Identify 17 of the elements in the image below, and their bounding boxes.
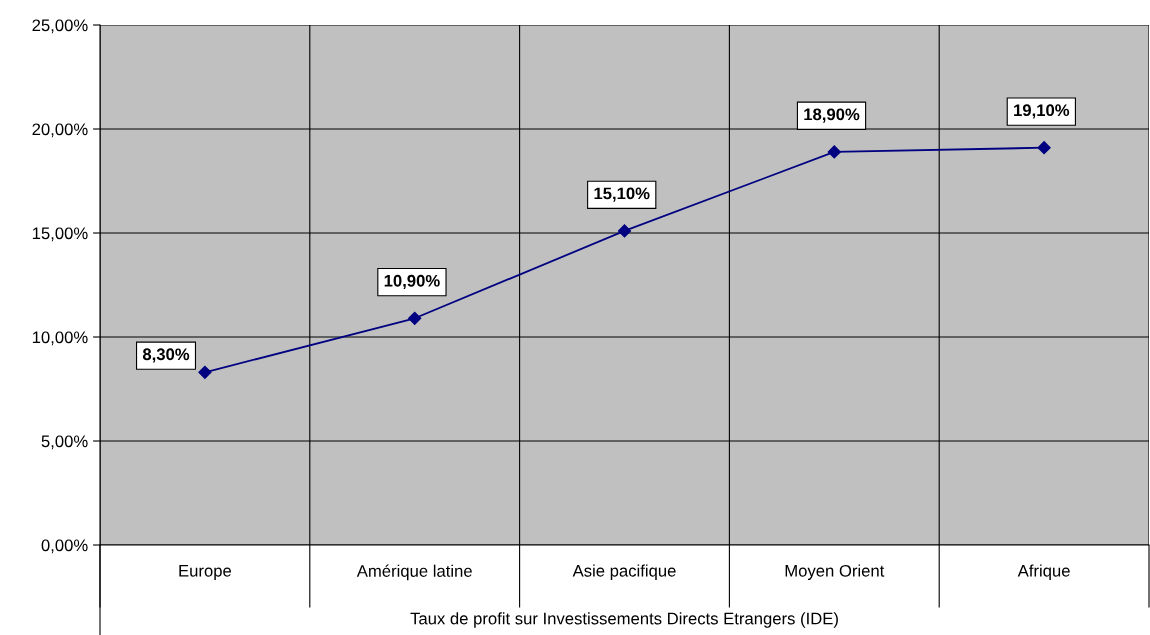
x-tick-label: Amérique latine — [356, 564, 472, 581]
x-tick-label: Europe — [179, 565, 232, 580]
data-label: 10,90% — [384, 274, 440, 290]
y-tick-label: 25,00% — [32, 19, 88, 34]
data-label: 15,10% — [594, 187, 650, 202]
y-tick-label: 10,00% — [32, 331, 88, 346]
x-axis-title: Taux de profit sur Investissements Directs Etrangers (IDE) — [410, 612, 838, 628]
y-tick-label: 15,00% — [32, 227, 88, 242]
y-tick-label: 5,00% — [41, 435, 88, 450]
data-label: 19,10% — [1014, 104, 1070, 119]
y-tick-label: 20,00% — [32, 123, 88, 138]
x-tick-label: Afrique — [1017, 564, 1070, 580]
x-tick-label: Moyen Orient — [785, 564, 885, 580]
x-tick-label: Asie pacifique — [572, 564, 676, 580]
data-label: 18,90% — [804, 108, 860, 123]
data-label: 8,30% — [142, 348, 190, 363]
y-tick-label: 0,00% — [41, 539, 88, 554]
